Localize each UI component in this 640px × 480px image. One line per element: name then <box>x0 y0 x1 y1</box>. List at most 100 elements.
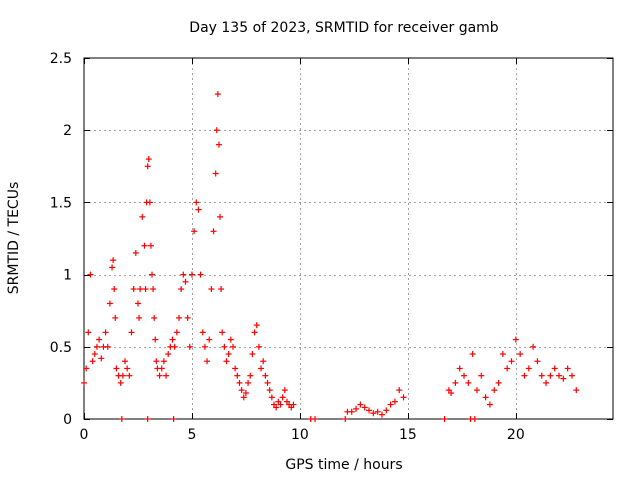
y-axis-label: SRMTID / TECUs <box>6 182 22 295</box>
data-point <box>219 329 226 336</box>
data-point <box>234 372 241 379</box>
data-point <box>85 329 92 336</box>
data-point <box>109 264 116 271</box>
x-tick-label: 15 <box>399 427 417 443</box>
data-point <box>150 286 157 293</box>
data-point <box>113 365 120 372</box>
data-point <box>456 365 463 372</box>
data-point <box>111 286 118 293</box>
data-point <box>547 372 554 379</box>
data-point <box>102 329 109 336</box>
data-point <box>206 336 213 343</box>
data-point <box>214 91 221 98</box>
data-point <box>204 358 211 365</box>
data-point <box>366 407 373 414</box>
data-point <box>568 372 575 379</box>
data-point <box>253 322 260 329</box>
data-point <box>223 358 230 365</box>
data-point <box>139 213 146 220</box>
data-point <box>128 329 135 336</box>
data-point <box>240 394 247 401</box>
data-point <box>374 408 381 415</box>
data-point <box>348 408 355 415</box>
data-point <box>482 394 489 401</box>
data-point <box>180 271 187 278</box>
data-point <box>491 387 498 394</box>
data-point <box>132 249 139 256</box>
data-point <box>110 257 117 264</box>
data-point <box>188 271 195 278</box>
data-point <box>530 343 537 350</box>
data-point <box>573 387 580 394</box>
data-point <box>370 410 377 417</box>
data-point <box>262 372 269 379</box>
data-point <box>197 271 204 278</box>
data-point <box>551 365 558 372</box>
data-point <box>383 407 390 414</box>
data-point <box>153 358 160 365</box>
data-point <box>564 365 571 372</box>
data-point <box>260 358 267 365</box>
y-tick-label: 2 <box>63 123 72 139</box>
data-point <box>176 314 183 321</box>
data-point <box>217 213 224 220</box>
data-point <box>130 286 137 293</box>
data-point <box>391 398 398 405</box>
plot-frame <box>83 57 614 420</box>
x-tick-label: 10 <box>291 427 309 443</box>
data-point <box>146 199 153 206</box>
data-point <box>225 351 232 358</box>
data-point <box>441 416 448 422</box>
data-point <box>147 242 154 249</box>
x-tick-label: 5 <box>187 427 196 443</box>
data-point <box>144 163 151 170</box>
data-point <box>215 141 222 148</box>
data-point <box>93 343 100 350</box>
data-point <box>290 401 297 408</box>
data-point <box>91 351 98 358</box>
data-point <box>396 387 403 394</box>
data-point <box>251 329 258 336</box>
data-point <box>151 314 158 321</box>
data-point <box>178 286 185 293</box>
data-point <box>499 351 506 358</box>
data-point <box>473 387 480 394</box>
data-point <box>281 387 288 394</box>
x-tick-label: 0 <box>80 427 89 443</box>
x-axis-label: GPS time / hours <box>285 457 402 473</box>
data-point <box>126 372 133 379</box>
data-point <box>229 343 236 350</box>
data-point <box>81 379 87 386</box>
data-point <box>471 416 478 422</box>
data-point <box>122 358 129 365</box>
data-point <box>495 379 502 386</box>
data-point <box>184 314 191 321</box>
data-point <box>400 394 407 401</box>
data-point <box>534 358 541 365</box>
data-point <box>452 379 459 386</box>
data-point <box>191 228 198 235</box>
data-point <box>112 314 119 321</box>
data-point <box>221 343 228 350</box>
data-point <box>258 365 265 372</box>
data-point <box>504 365 511 372</box>
data-point <box>249 351 256 358</box>
data-points <box>81 91 580 422</box>
data-point <box>165 351 172 358</box>
data-point <box>469 351 476 358</box>
data-point <box>312 416 319 422</box>
data-point <box>247 372 254 379</box>
data-point <box>170 416 177 422</box>
data-point <box>137 286 144 293</box>
data-point <box>118 416 125 422</box>
data-point <box>486 401 493 408</box>
data-point <box>182 278 189 285</box>
data-point <box>245 379 252 386</box>
data-point <box>201 343 208 350</box>
data-point <box>169 336 176 343</box>
axis-ticks <box>84 58 613 420</box>
data-point <box>171 343 178 350</box>
data-point <box>173 329 180 336</box>
data-point <box>242 390 249 397</box>
